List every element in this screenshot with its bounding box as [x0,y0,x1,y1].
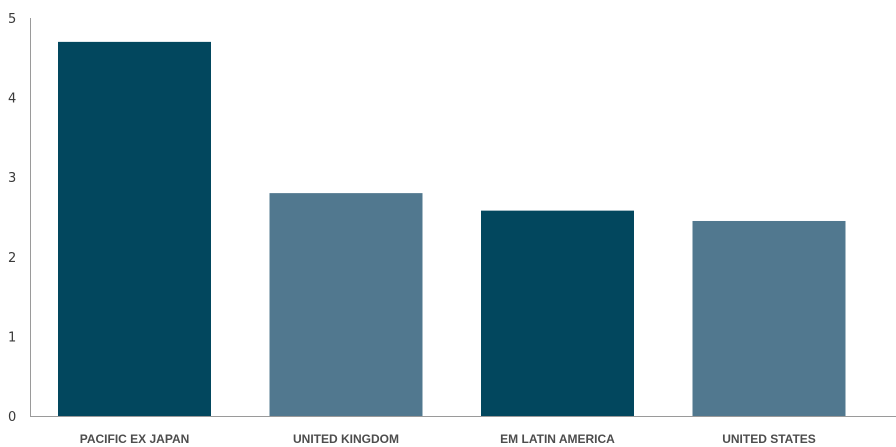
x-tick-label: EM LATIN AMERICA [500,432,615,446]
x-tick-label: UNITED KINGDOM [293,432,399,446]
bar [58,41,211,416]
x-tick-label: UNITED STATES [722,432,816,446]
y-tick-label: 4 [8,92,16,107]
x-axis: PACIFIC EX JAPAN UNITED KINGDOM EM LATIN A… [80,432,816,446]
y-tick-label: 5 [8,12,16,27]
y-tick-label: 2 [8,251,16,266]
y-tick-label: 0 [8,410,16,425]
y-axis: 0 1 2 3 4 5 [8,12,16,425]
y-tick-label: 1 [8,330,16,345]
bar [692,220,846,416]
y-tick-label: 3 [8,171,16,186]
x-tick-label: PACIFIC EX JAPAN [80,432,190,446]
bar [269,193,423,416]
bars [58,41,846,416]
bar [481,210,634,416]
